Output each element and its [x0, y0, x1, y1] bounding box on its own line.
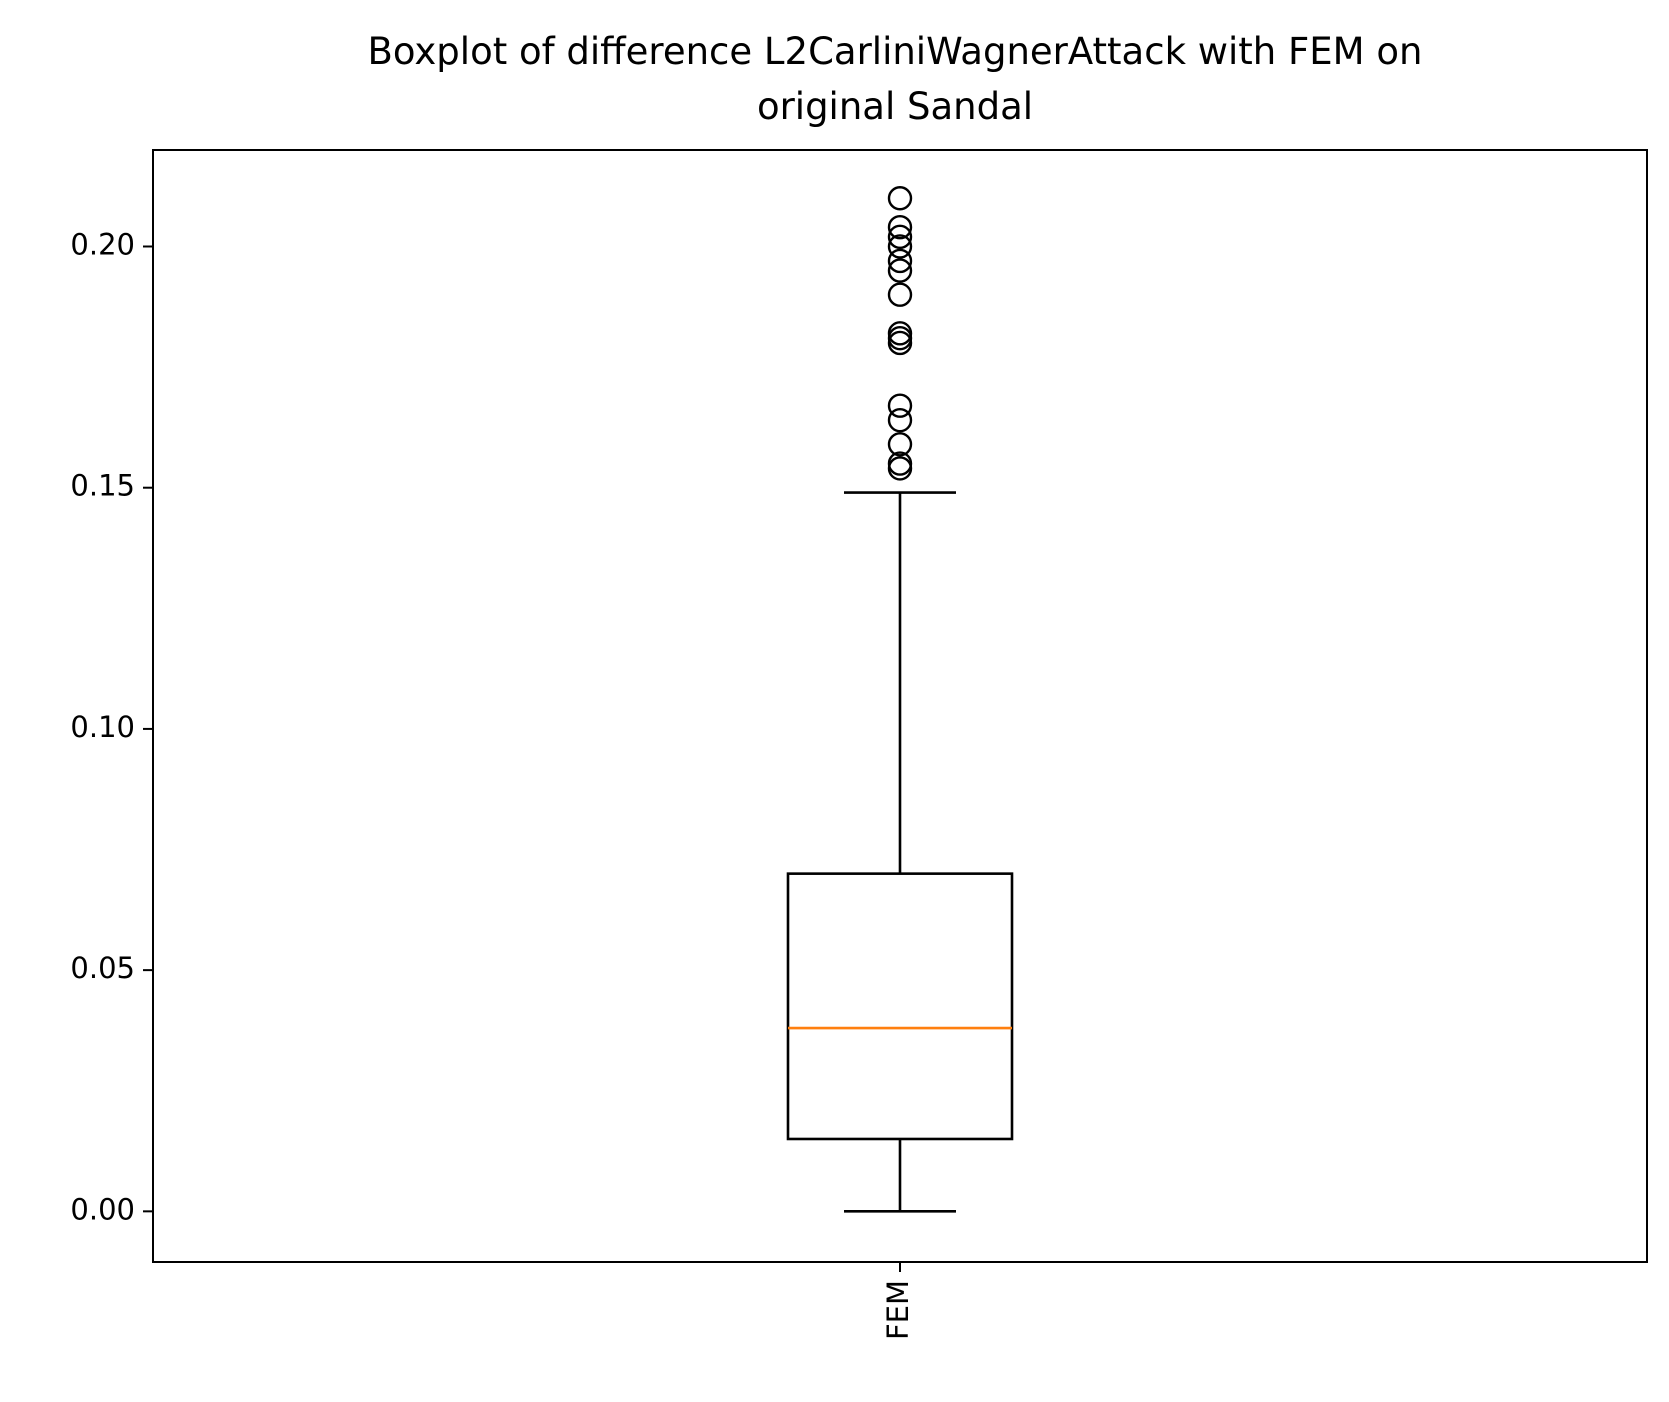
y-tick-label: 0.15	[70, 469, 135, 503]
outlier-point	[887, 330, 913, 356]
outlier-point	[887, 214, 913, 240]
outlier-point	[887, 224, 913, 250]
plot-layer	[786, 186, 1014, 1213]
outlier-point	[887, 325, 913, 351]
outlier-point	[887, 456, 913, 481]
chart-title-line-2: original Sandal	[756, 85, 1034, 128]
chart-title-line-1: Boxplot of difference L2CarliniWagnerAtt…	[367, 30, 1423, 73]
outlier-point	[887, 258, 913, 283]
y-tick-label: 0.20	[70, 227, 135, 261]
outlier-point	[887, 321, 913, 346]
x-tick-label: FEM	[881, 1280, 915, 1340]
outlier-point	[887, 393, 913, 418]
axis-layer: 0.00 0.05 0.10 0.15 0.20 FEM	[70, 227, 915, 1340]
outlier-point	[887, 451, 913, 476]
y-tick-label: 0.05	[70, 951, 135, 985]
y-tick-label: 0.10	[70, 710, 135, 744]
outlier-point	[887, 282, 913, 307]
outlier-point	[887, 407, 913, 433]
outlier-point	[887, 234, 913, 259]
box-iqr	[786, 872, 1014, 1141]
y-tick-label: 0.00	[70, 1192, 135, 1226]
outlier-point	[887, 186, 913, 211]
outlier-point	[887, 432, 913, 457]
outlier-point	[887, 248, 913, 274]
